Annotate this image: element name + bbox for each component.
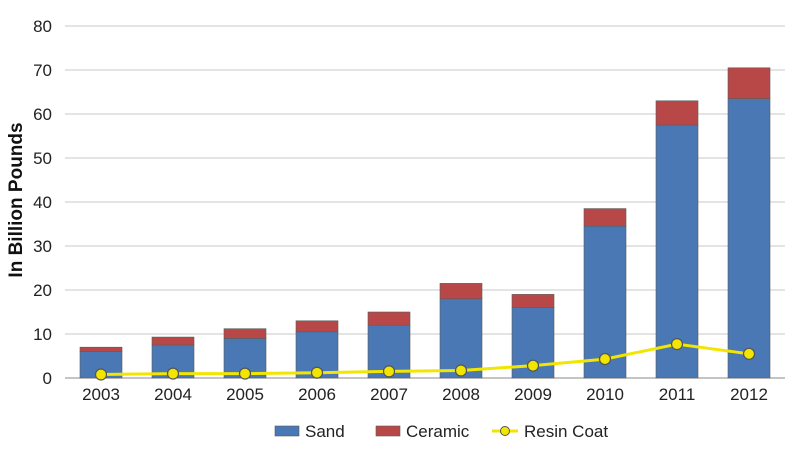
y-tick-label: 80 — [33, 17, 52, 36]
resin-coat-line-path — [100, 342, 750, 376]
x-tick-label: 2009 — [514, 385, 552, 404]
ceramic-bar — [511, 294, 555, 308]
x-tick-label: 2004 — [154, 385, 192, 404]
ceramic-bar — [439, 283, 483, 300]
x-tick-label: 2007 — [370, 385, 408, 404]
gridlines — [65, 25, 785, 379]
y-tick-label: 0 — [43, 369, 52, 388]
ceramic-bar — [151, 336, 195, 346]
resin-coat-point — [238, 367, 252, 380]
ceramic-legend-label: Ceramic — [406, 422, 470, 441]
y-tick-label: 10 — [33, 325, 52, 344]
x-tick-label: 2010 — [586, 385, 624, 404]
x-tick-label: 2011 — [659, 385, 696, 404]
y-tick-label: 70 — [33, 61, 52, 80]
y-tick-label: 20 — [33, 281, 52, 300]
x-tick-label: 2012 — [730, 385, 768, 404]
resin-coat-point — [382, 365, 396, 378]
resin-coat-line — [94, 338, 756, 381]
x-tick-label: 2008 — [442, 385, 480, 404]
resin-coat-point — [166, 367, 180, 380]
ceramic-bar — [367, 311, 411, 326]
ceramic-bar — [655, 100, 699, 126]
y-tick-label: 60 — [33, 105, 52, 124]
y-tick-label: 40 — [33, 193, 52, 212]
y-tick-label: 30 — [33, 237, 52, 256]
ceramic-bar — [295, 320, 339, 333]
resin-coat-legend-marker — [500, 426, 510, 436]
ceramic-bar — [79, 346, 123, 352]
resin-coat-point — [598, 352, 612, 366]
ceramic-legend-swatch — [375, 425, 401, 437]
sand-bar — [655, 124, 699, 379]
resin-coat-point — [94, 368, 108, 381]
x-axis-ticks: 2003 2004 2005 2006 2007 2008 2009 2010 2011 2012 — [82, 385, 768, 404]
ceramic-bar — [583, 208, 627, 227]
y-axis-ticks: 0 10 20 30 40 50 60 70 80 — [33, 17, 52, 388]
x-tick-label: 2006 — [298, 385, 336, 404]
sand-bar — [727, 98, 771, 379]
ceramic-bar — [223, 328, 267, 339]
sand-legend-label: Sand — [305, 422, 345, 441]
resin-coat-point — [526, 359, 540, 372]
resin-coat-point — [670, 338, 684, 351]
resin-coat-legend-label: Resin Coat — [524, 422, 608, 441]
sand-legend-swatch — [274, 425, 300, 437]
resin-coat-point — [742, 347, 756, 360]
ceramic-bar — [727, 67, 771, 99]
y-tick-label: 50 — [33, 149, 52, 168]
resin-coat-point — [310, 366, 324, 379]
resin-coat-point — [454, 364, 468, 377]
x-tick-label: 2003 — [82, 385, 120, 404]
x-tick-label: 2005 — [226, 385, 264, 404]
sand-bar — [583, 225, 627, 379]
y-axis-label: In Billion Pounds — [6, 122, 27, 277]
legend: Sand Ceramic Resin Coat — [274, 422, 608, 441]
